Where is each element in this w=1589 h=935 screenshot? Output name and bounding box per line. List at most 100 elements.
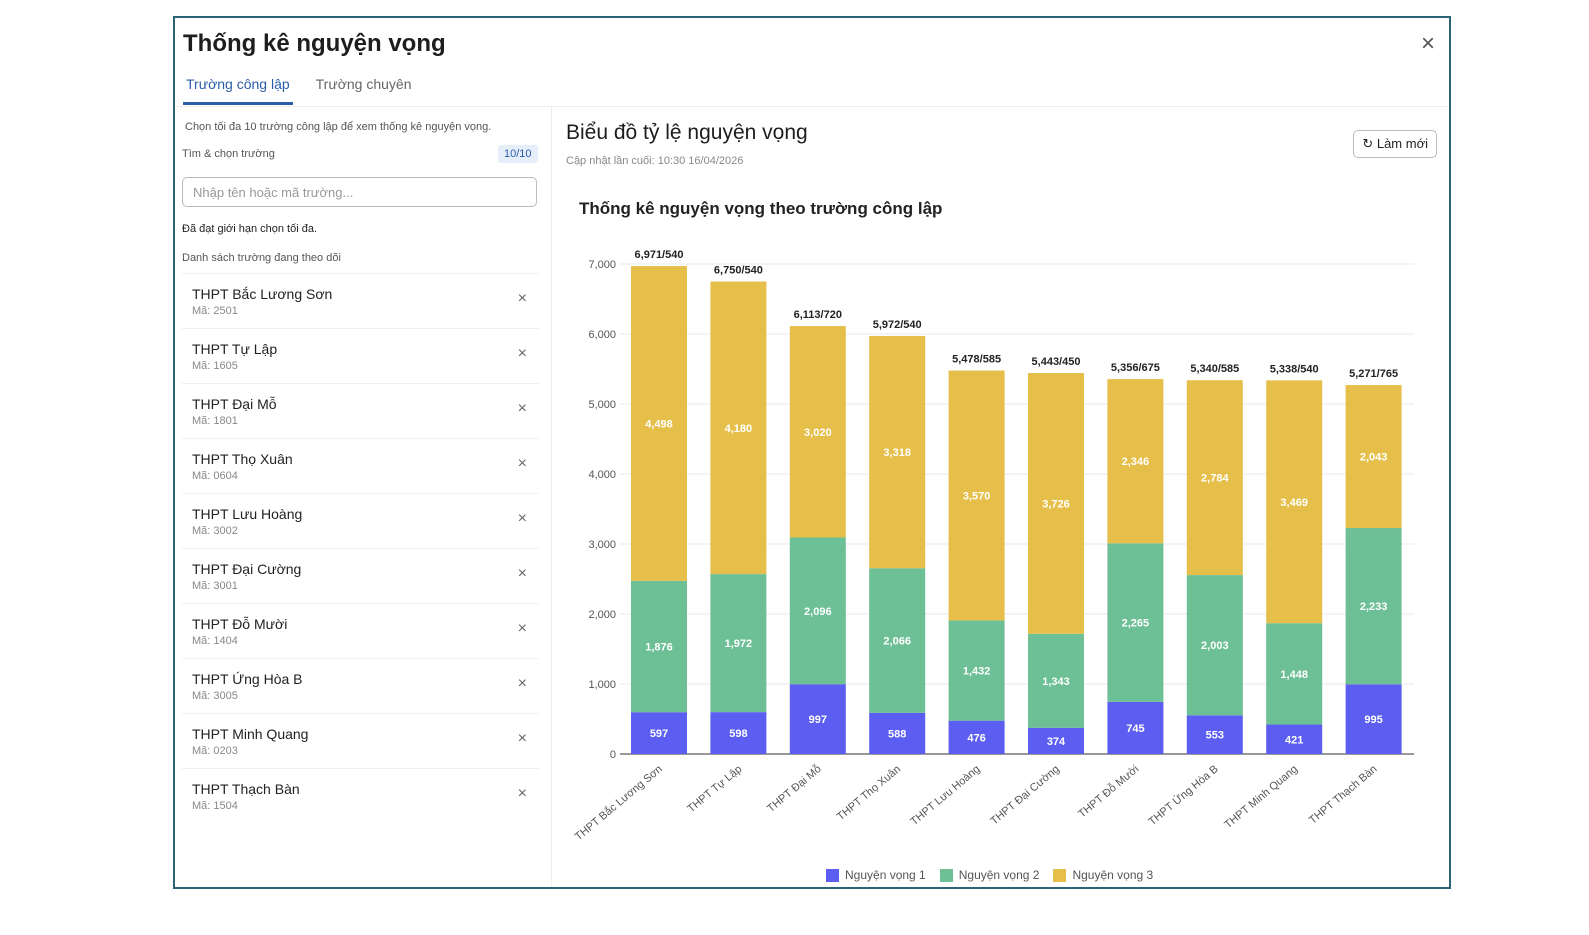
legend-item-nv2[interactable]: Nguyện vọng 2 bbox=[939, 868, 1039, 882]
school-name: THPT Lưu Hoàng bbox=[192, 506, 303, 522]
legend-swatch bbox=[939, 868, 953, 882]
bar-total-label: 6,971/540 bbox=[635, 249, 684, 261]
close-icon[interactable]: × bbox=[1420, 30, 1435, 57]
bar-total-label: 5,972/540 bbox=[873, 319, 922, 331]
remove-school-icon[interactable]: × bbox=[517, 620, 527, 637]
bar-segment bbox=[631, 580, 687, 713]
school-list-item: THPT Đại Mỗ Mã: 1801 × bbox=[182, 383, 539, 438]
x-tick-label: THPT Thọ Xuân bbox=[835, 763, 903, 823]
segment-value-label: 598 bbox=[729, 728, 747, 740]
tabs: Trường công lập Trường chuyên bbox=[183, 76, 435, 105]
tracked-list-label: Danh sách trường đang theo dõi bbox=[182, 252, 341, 264]
segment-value-label: 3,318 bbox=[883, 447, 911, 459]
school-code: Mã: 1801 bbox=[192, 415, 238, 427]
school-code: Mã: 1504 bbox=[192, 800, 238, 812]
segment-value-label: 745 bbox=[1126, 723, 1144, 735]
segment-value-label: 995 bbox=[1364, 714, 1382, 726]
bar-segment bbox=[1266, 623, 1323, 725]
remove-school-icon[interactable]: × bbox=[517, 565, 527, 582]
bar-total-label: 5,478/585 bbox=[952, 354, 1001, 366]
segment-value-label: 476 bbox=[967, 732, 985, 744]
last-updated: Cập nhật lần cuối: 10:30 16/04/2026 bbox=[566, 155, 744, 167]
segment-value-label: 997 bbox=[809, 714, 827, 726]
bar-segment bbox=[1028, 633, 1084, 728]
school-list-item: THPT Lưu Hoàng Mã: 3002 × bbox=[182, 493, 539, 548]
school-list-item: THPT Tự Lập Mã: 1605 × bbox=[182, 328, 539, 383]
segment-value-label: 1,343 bbox=[1042, 676, 1070, 688]
tracked-school-list: THPT Bắc Lương Sơn Mã: 2501 × THPT Tự Lập… bbox=[182, 273, 539, 823]
school-name: THPT Ứng Hòa B bbox=[192, 671, 303, 687]
bar-segment bbox=[1186, 380, 1243, 576]
y-tick-label: 7,000 bbox=[588, 259, 616, 271]
segment-value-label: 2,233 bbox=[1360, 601, 1388, 613]
remove-school-icon[interactable]: × bbox=[517, 510, 527, 527]
y-tick-label: 2,000 bbox=[588, 609, 616, 621]
chart-legend: Nguyện vọng 1 Nguyện vọng 2 Nguyện vọng … bbox=[826, 868, 1153, 882]
segment-value-label: 1,972 bbox=[725, 638, 753, 650]
legend-item-nv1[interactable]: Nguyện vọng 1 bbox=[826, 868, 926, 882]
x-tick-label: THPT Ứng Hòa B bbox=[1146, 762, 1221, 828]
remove-school-icon[interactable]: × bbox=[517, 675, 527, 692]
y-tick-label: 3,000 bbox=[588, 539, 616, 551]
bar-segment bbox=[1107, 379, 1164, 544]
legend-swatch bbox=[826, 868, 839, 882]
school-name: THPT Đại Cường bbox=[192, 561, 302, 577]
bar-total-label: 5,271/765 bbox=[1349, 368, 1398, 380]
segment-value-label: 1,876 bbox=[645, 642, 673, 654]
legend-item-nv3[interactable]: Nguyện vọng 3 bbox=[1053, 868, 1153, 882]
bar-segment bbox=[948, 620, 1005, 721]
bar-segment bbox=[631, 266, 687, 581]
tab-public-schools[interactable]: Trường công lập bbox=[183, 76, 293, 105]
bar-segment bbox=[710, 712, 767, 754]
school-name: THPT Minh Quang bbox=[192, 726, 309, 742]
x-tick-label: THPT Minh Quang bbox=[1222, 763, 1300, 831]
bar-segment bbox=[1028, 727, 1084, 754]
bar-segment bbox=[869, 335, 926, 569]
chart-panel-title: Biểu đồ tỷ lệ nguyện vọng bbox=[566, 121, 808, 144]
bar-segment bbox=[710, 281, 767, 575]
remove-school-icon[interactable]: × bbox=[517, 290, 527, 307]
remove-school-icon[interactable]: × bbox=[517, 730, 527, 747]
segment-value-label: 597 bbox=[650, 728, 668, 740]
school-list-item: THPT Thạch Bàn Mã: 1504 × bbox=[182, 768, 539, 823]
legend-swatch bbox=[1053, 868, 1067, 882]
segment-value-label: 3,469 bbox=[1280, 497, 1308, 509]
bar-total-label: 6,750/540 bbox=[714, 265, 763, 277]
school-name: THPT Bắc Lương Sơn bbox=[192, 286, 333, 302]
bar-total-label: 5,443/450 bbox=[1032, 356, 1081, 368]
school-selection-panel: Chọn tối đa 10 trường công lập để xem th… bbox=[175, 107, 552, 887]
school-code: Mã: 3005 bbox=[192, 690, 238, 702]
school-list-item: THPT Bắc Lương Sơn Mã: 2501 × bbox=[182, 273, 539, 328]
remove-school-icon[interactable]: × bbox=[517, 345, 527, 362]
segment-value-label: 3,020 bbox=[804, 427, 832, 439]
bar-total-label: 5,340/585 bbox=[1190, 363, 1239, 375]
bar-segment bbox=[789, 326, 846, 538]
segment-value-label: 374 bbox=[1047, 736, 1066, 748]
bar-segment bbox=[1266, 724, 1323, 754]
segment-value-label: 2,066 bbox=[883, 636, 911, 648]
search-label: Tìm & chọn trường bbox=[182, 148, 275, 160]
school-list-item: THPT Đỗ Mười Mã: 1404 × bbox=[182, 603, 539, 658]
segment-value-label: 2,346 bbox=[1122, 456, 1150, 468]
segment-value-label: 421 bbox=[1285, 734, 1303, 746]
segment-value-label: 588 bbox=[888, 728, 906, 740]
refresh-button[interactable]: ↻ Làm mới bbox=[1353, 130, 1437, 158]
remove-school-icon[interactable]: × bbox=[517, 400, 527, 417]
selection-hint: Chọn tối đa 10 trường công lập để xem th… bbox=[185, 121, 492, 133]
bar-segment bbox=[1345, 684, 1402, 754]
bar-total-label: 5,356/675 bbox=[1111, 362, 1160, 374]
school-list-item: THPT Đại Cường Mã: 3001 × bbox=[182, 548, 539, 603]
school-search-input[interactable] bbox=[182, 177, 537, 207]
remove-school-icon[interactable]: × bbox=[517, 455, 527, 472]
remove-school-icon[interactable]: × bbox=[517, 785, 527, 802]
bar-segment bbox=[1186, 715, 1243, 754]
x-tick-label: THPT Thạch Bàn bbox=[1307, 763, 1380, 827]
segment-value-label: 3,726 bbox=[1042, 498, 1070, 510]
x-tick-label: THPT Tự Lập bbox=[685, 763, 744, 815]
segment-value-label: 3,570 bbox=[963, 490, 991, 502]
bar-segment bbox=[1107, 543, 1164, 702]
segment-value-label: 1,448 bbox=[1280, 669, 1308, 681]
bar-segment bbox=[1028, 372, 1084, 634]
bar-segment bbox=[789, 537, 846, 685]
tab-specialized-schools[interactable]: Trường chuyên bbox=[315, 76, 412, 92]
